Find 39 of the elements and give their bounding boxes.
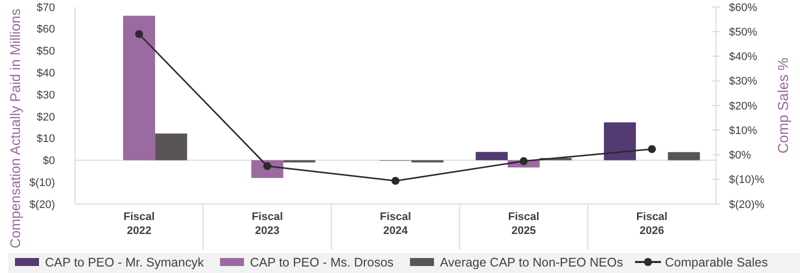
y2-axis-title: Comp Sales % xyxy=(776,57,792,154)
legend-label: CAP to PEO - Ms. Drosos xyxy=(250,255,394,270)
bar xyxy=(476,152,508,160)
y2-tick-label: $(20)% xyxy=(729,198,765,211)
y-tick-label: $(10) xyxy=(29,176,55,189)
y-tick-label: $30 xyxy=(36,89,55,102)
y2-tick-label: $30% xyxy=(729,76,758,88)
legend-label: Average CAP to Non-PEO NEOs xyxy=(440,255,623,270)
y2-tick-label: $0% xyxy=(729,150,752,162)
y-tick-label: $60 xyxy=(36,24,55,36)
point xyxy=(135,30,144,38)
legend-label: CAP to PEO - Mr. Symancyk xyxy=(45,255,205,270)
y-tick-label: $70 xyxy=(36,2,55,14)
point xyxy=(648,145,656,154)
bar xyxy=(155,134,188,160)
y2-tick-label: $40% xyxy=(729,51,758,64)
point xyxy=(392,176,400,185)
y-tick-label: $50 xyxy=(36,46,55,58)
x-tick-label: Fiscal 2024 xyxy=(380,211,412,237)
x-tick-label: Fiscal 2025 xyxy=(508,211,540,237)
bar xyxy=(123,16,156,160)
y-tick-label: $(20) xyxy=(29,198,55,211)
legend-label: Comparable Sales xyxy=(665,255,768,270)
y-tick-label: $10 xyxy=(36,133,55,146)
y2-tick-label: $50% xyxy=(729,26,758,38)
bar xyxy=(668,152,700,160)
x-tick-label: Fiscal 2023 xyxy=(252,211,283,237)
x-tick-label: Fiscal 2022 xyxy=(124,211,155,237)
y-tick-label: $40 xyxy=(36,68,55,80)
y2-tick-label: $20% xyxy=(729,100,758,112)
y-tick-label: $0 xyxy=(42,155,55,168)
y2-tick-label: $(10)% xyxy=(729,174,765,186)
bar xyxy=(604,122,636,160)
x-tick-label: Fiscal 2026 xyxy=(636,211,668,237)
y-tick-label: $20 xyxy=(36,111,55,124)
y2-tick-label: $60% xyxy=(729,2,758,14)
point xyxy=(520,157,528,166)
y2-tick-label: $10% xyxy=(729,124,758,137)
y-axis-title: Compensation Actually Paid in Millions xyxy=(7,8,23,248)
